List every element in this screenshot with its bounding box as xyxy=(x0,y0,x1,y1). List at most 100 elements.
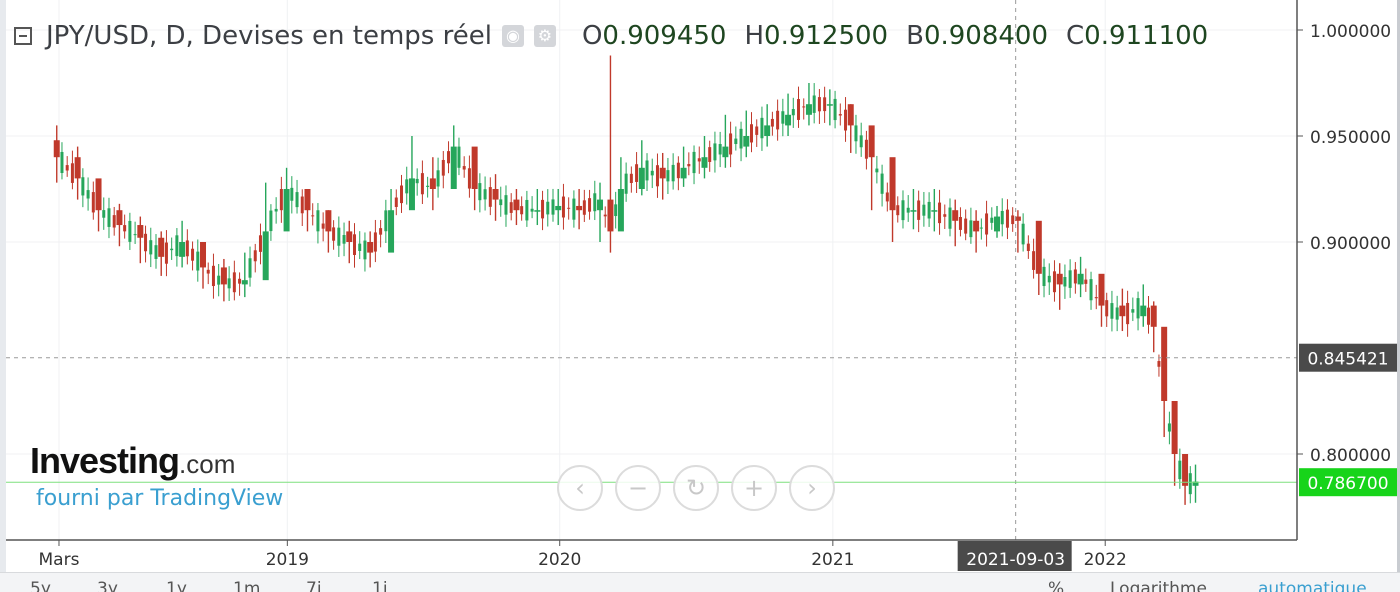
candle xyxy=(53,125,60,183)
chart-nav-controls: ‹ − ↻ + › xyxy=(557,465,835,511)
candle xyxy=(1171,401,1178,486)
candle-body xyxy=(405,179,409,194)
candle xyxy=(1073,262,1077,294)
candle xyxy=(985,200,989,247)
candle xyxy=(321,212,325,242)
candle-body xyxy=(1021,223,1025,245)
range-1m[interactable]: 1m xyxy=(233,579,261,592)
candle-body xyxy=(164,242,168,264)
candle xyxy=(572,190,576,228)
zoom-in-icon[interactable]: + xyxy=(731,465,777,511)
candle xyxy=(1110,290,1114,332)
candle xyxy=(805,83,812,126)
candle-body xyxy=(906,207,910,213)
candle-body xyxy=(530,208,534,212)
eye-icon[interactable]: ◉ xyxy=(501,25,524,47)
candle xyxy=(408,136,415,211)
candle-body xyxy=(791,109,795,116)
candle-body xyxy=(107,208,111,227)
candle-body xyxy=(713,143,717,161)
candle xyxy=(373,219,377,263)
candles xyxy=(53,55,1199,505)
chevron-left-icon[interactable]: ‹ xyxy=(557,465,603,511)
range-5y[interactable]: 5y xyxy=(30,579,51,592)
candle xyxy=(363,232,367,272)
candle xyxy=(123,214,127,239)
candle xyxy=(931,189,938,232)
candle xyxy=(220,258,227,302)
range-7j[interactable]: 7j xyxy=(306,579,322,592)
y-tick-label: 0.800000 xyxy=(1310,446,1391,466)
candle-body xyxy=(379,228,383,235)
candle xyxy=(952,199,959,247)
candle-body xyxy=(838,114,842,116)
candle xyxy=(990,207,994,230)
candle-body xyxy=(958,217,962,230)
candle-body xyxy=(1014,216,1021,221)
candle xyxy=(116,203,123,247)
candle-body xyxy=(471,146,478,189)
log-toggle[interactable]: Logarithme xyxy=(1110,579,1207,592)
candle-body xyxy=(429,178,436,189)
zoom-out-icon[interactable]: − xyxy=(615,465,661,511)
candle-body xyxy=(1126,302,1130,325)
candle-body xyxy=(917,200,921,220)
candle xyxy=(488,177,492,216)
candle xyxy=(1167,411,1171,445)
candle-body xyxy=(938,202,942,224)
candle-body xyxy=(525,199,529,221)
candle xyxy=(102,197,106,230)
candle-body xyxy=(629,173,633,184)
candle xyxy=(1140,284,1147,327)
reset-icon[interactable]: ↻ xyxy=(673,465,719,511)
candle xyxy=(1098,273,1105,327)
candle-body xyxy=(262,231,269,281)
candle xyxy=(342,222,346,257)
candle xyxy=(128,212,132,250)
candle xyxy=(1063,264,1067,299)
candle-body xyxy=(567,207,571,209)
range-1j[interactable]: 1j xyxy=(372,579,388,592)
candle xyxy=(1052,260,1056,302)
candle-body xyxy=(1140,305,1147,317)
candle-body xyxy=(400,185,404,204)
gear-icon[interactable]: ⚙ xyxy=(533,25,556,47)
candle xyxy=(450,125,457,189)
candle-body xyxy=(776,110,780,130)
candle xyxy=(112,206,116,236)
candle-body xyxy=(274,208,278,212)
candle-body xyxy=(1073,269,1077,284)
ohlc-values: O0.909450 H0.912500 B0.908400 C0.911100 xyxy=(582,21,1226,51)
candle-body xyxy=(1188,473,1192,495)
investing-logo[interactable]: Investing.com fourni par TradingView xyxy=(30,440,283,511)
candle xyxy=(274,197,278,224)
candle-body xyxy=(638,167,645,189)
candle xyxy=(969,207,973,244)
candle xyxy=(337,216,341,257)
candle-body xyxy=(734,138,738,145)
range-3y[interactable]: 3y xyxy=(97,579,118,592)
candle-body xyxy=(541,199,545,219)
percent-toggle[interactable]: % xyxy=(1048,579,1065,592)
candle xyxy=(734,126,738,151)
candle-body xyxy=(492,189,499,200)
y-tick-label: 1.000000 xyxy=(1310,22,1391,42)
candle-body xyxy=(441,159,445,176)
candle-body xyxy=(597,199,604,211)
candle-body xyxy=(227,278,231,289)
auto-toggle[interactable]: automatique xyxy=(1258,579,1367,592)
candle xyxy=(582,189,586,222)
y-tick-label: 0.950000 xyxy=(1310,128,1391,148)
candle xyxy=(629,166,633,193)
range-1y[interactable]: 1y xyxy=(166,579,187,592)
collapse-icon[interactable] xyxy=(14,27,32,45)
candle xyxy=(847,104,854,153)
chevron-right-icon[interactable]: › xyxy=(789,465,835,511)
candle xyxy=(492,174,499,221)
tradingview-credit[interactable]: fourni par TradingView xyxy=(36,486,284,511)
candle xyxy=(906,195,910,222)
candle xyxy=(864,130,868,170)
candle xyxy=(530,196,534,219)
bottom-toolbar: 5y 3y 1y 1m 7j 1j % Logarithme automatiq… xyxy=(0,572,1400,592)
